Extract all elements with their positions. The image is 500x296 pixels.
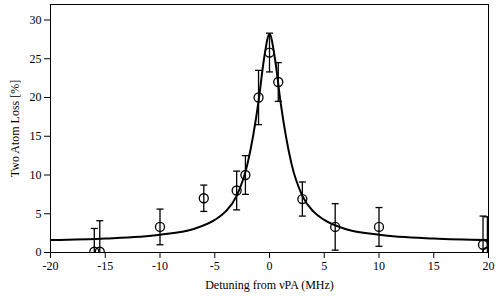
svg-text:-10: -10 — [152, 259, 168, 273]
svg-text:25: 25 — [30, 52, 42, 66]
svg-text:15: 15 — [428, 259, 440, 273]
svg-text:0: 0 — [36, 245, 42, 259]
svg-text:5: 5 — [36, 207, 42, 221]
svg-text:5: 5 — [321, 259, 327, 273]
svg-text:Two Atom Loss [%]: Two Atom Loss [%] — [8, 80, 22, 178]
svg-text:-15: -15 — [97, 259, 113, 273]
svg-text:10: 10 — [373, 259, 385, 273]
svg-text:30: 30 — [30, 13, 42, 27]
svg-text:Detuning from νPA (MHz): Detuning from νPA (MHz) — [205, 278, 334, 292]
svg-text:-20: -20 — [43, 259, 59, 273]
svg-text:-5: -5 — [210, 259, 220, 273]
svg-text:10: 10 — [30, 168, 42, 182]
svg-text:20: 20 — [30, 90, 42, 104]
svg-text:0: 0 — [267, 259, 273, 273]
svg-text:20: 20 — [483, 259, 495, 273]
svg-text:15: 15 — [30, 129, 42, 143]
